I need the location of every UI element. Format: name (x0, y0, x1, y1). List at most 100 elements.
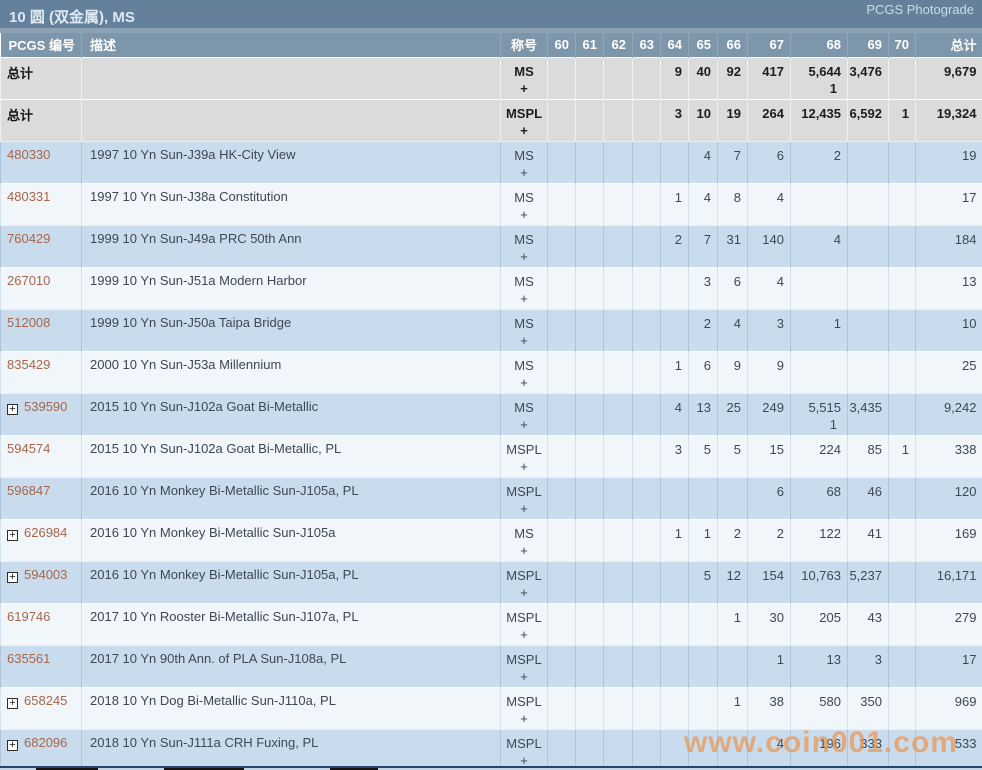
grade-cell-61 (575, 560, 604, 603)
column-header-grade-61: 61 (575, 33, 604, 57)
grade-cell-64: 1 (660, 182, 689, 225)
description-cell (81, 56, 501, 99)
grade-cell-65: 10 (688, 98, 718, 141)
grade-cell-64: 3 (660, 98, 689, 141)
grade-cell-66: 31 (717, 224, 748, 267)
pcgs-number-link[interactable]: 626984 (24, 524, 68, 540)
page-title: 10 圆 (双金属), MS (9, 9, 135, 26)
description-cell: 2016 10 Yn Monkey Bi-Metallic Sun-J105a,… (81, 560, 501, 603)
pcgs-number-link[interactable]: 539590 (24, 398, 68, 414)
expand-icon[interactable] (7, 697, 18, 709)
grade-cell-64 (660, 266, 689, 309)
pcgs-number-cell: 635561 (0, 644, 82, 687)
description-cell: 2017 10 Yn 90th Ann. of PLA Sun-J108a, P… (81, 644, 501, 687)
grade-cell-70 (888, 182, 916, 225)
grade-cell-60 (547, 518, 576, 561)
bottom-border (0, 766, 982, 768)
grade-cell-65: 6 (688, 350, 718, 393)
pcgs-number-link[interactable]: 480331 (7, 188, 51, 204)
grade-cell-69: 3,435 (847, 392, 889, 435)
pcgs-number-link[interactable]: 267010 (7, 272, 51, 288)
expand-icon[interactable] (7, 739, 18, 751)
pcgs-number-link[interactable]: 594003 (24, 566, 68, 582)
pcgs-number-link[interactable]: 480330 (7, 146, 51, 162)
pcgs-number-link[interactable]: 658245 (24, 692, 68, 708)
grade-cell-65 (688, 476, 718, 519)
grade-cell-70 (888, 224, 916, 267)
row-total-cell: 19,324 (915, 98, 982, 141)
column-header-grade-66: 66 (717, 33, 748, 57)
grade-cell-61 (575, 266, 604, 309)
table-row: 619746 2017 10 Yn Rooster Bi-Metallic Sun… (0, 602, 982, 645)
grade-cell-67: 154 (747, 560, 791, 603)
row-total-cell: 25 (915, 350, 982, 393)
grade-cell-63 (632, 308, 661, 351)
pcgs-number-link[interactable]: 835429 (7, 356, 51, 372)
designation-cell: MS + (500, 350, 548, 393)
grade-cell-65: 4 (688, 182, 718, 225)
total-label: 总计 (7, 65, 34, 81)
grade-cell-66: 9 (717, 350, 748, 393)
grade-cell-69: 46 (847, 476, 889, 519)
grade-cell-61 (575, 392, 604, 435)
grade-cell-68: 2 (790, 140, 848, 183)
grade-cell-67: 264 (747, 98, 791, 141)
expand-icon[interactable] (7, 529, 18, 541)
grade-cell-61 (575, 476, 604, 519)
grade-cell-64: 1 (660, 518, 689, 561)
grade-cell-68: 580 (790, 686, 848, 729)
grade-cell-67: 1 (747, 644, 791, 687)
grade-cell-60 (547, 392, 576, 435)
grade-cell-62 (603, 476, 633, 519)
pcgs-number-link[interactable]: 596847 (7, 482, 51, 498)
column-header-grade-68: 68 (790, 33, 848, 57)
grade-cell-67: 249 (747, 392, 791, 435)
pcgs-number-link[interactable]: 512008 (7, 314, 51, 330)
pcgs-number-link[interactable]: 594574 (7, 440, 51, 456)
grade-cell-68: 1 (790, 308, 848, 351)
grade-cell-62 (603, 644, 633, 687)
pcgs-number-link[interactable]: 682096 (24, 734, 68, 750)
designation-cell: MSPL + (500, 686, 548, 729)
designation-cell: MS + (500, 140, 548, 183)
grade-cell-61 (575, 98, 604, 141)
grade-cell-63 (632, 392, 661, 435)
grade-cell-66 (717, 728, 748, 770)
grade-cell-68: 4 (790, 224, 848, 267)
grade-cell-70 (888, 728, 916, 770)
grade-cell-65: 1 (688, 518, 718, 561)
grade-cell-62 (603, 686, 633, 729)
grade-cell-64 (660, 560, 689, 603)
pcgs-number-link[interactable]: 619746 (7, 608, 51, 624)
grade-cell-70 (888, 308, 916, 351)
description-cell: 2015 10 Yn Sun-J102a Goat Bi-Metallic, P… (81, 434, 501, 477)
grade-cell-69 (847, 350, 889, 393)
pcgs-number-link[interactable]: 760429 (7, 230, 51, 246)
grade-cell-63 (632, 476, 661, 519)
grade-cell-64 (660, 644, 689, 687)
expand-icon[interactable] (7, 403, 18, 415)
pcgs-number-cell: 619746 (0, 602, 82, 645)
grade-cell-60 (547, 56, 576, 99)
expand-icon[interactable] (7, 571, 18, 583)
pcgs-number-link[interactable]: 635561 (7, 650, 51, 666)
grade-cell-61 (575, 728, 604, 770)
table-row: 682096 2018 10 Yn Sun-J111a CRH Fuxing, P… (0, 728, 982, 770)
grade-cell-62 (603, 350, 633, 393)
grade-cell-65: 7 (688, 224, 718, 267)
description-cell (81, 98, 501, 141)
pcgs-number-cell: 480331 (0, 182, 82, 225)
grade-cell-68: 13 (790, 644, 848, 687)
column-header-grade-63: 63 (632, 33, 661, 57)
row-total-cell: 184 (915, 224, 982, 267)
title-separator (0, 28, 982, 33)
grade-cell-63 (632, 644, 661, 687)
grade-cell-60 (547, 266, 576, 309)
row-total-cell: 13 (915, 266, 982, 309)
row-total-cell: 533 (915, 728, 982, 770)
photograde-link[interactable]: PCGS Photograde (866, 2, 974, 17)
grade-cell-62 (603, 140, 633, 183)
grade-cell-70 (888, 140, 916, 183)
grade-cell-70 (888, 686, 916, 729)
